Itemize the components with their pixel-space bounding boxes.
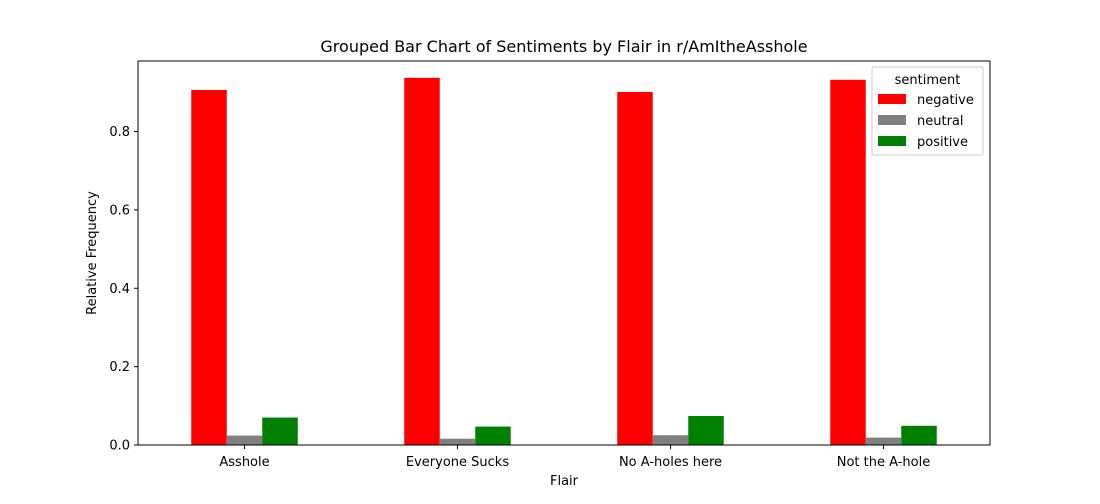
legend-box <box>871 66 984 156</box>
bar-neutral-0 <box>226 435 263 445</box>
bar-negative-0 <box>191 89 227 446</box>
x-axis-label: Flair <box>550 474 579 489</box>
legend-swatch-neutral <box>878 115 906 125</box>
bar-positive-3 <box>901 425 937 445</box>
plot-area-frame <box>137 60 991 446</box>
legend-label-positive: positive <box>917 135 968 150</box>
y-tick-label: 0.6 <box>109 203 130 218</box>
bar-positive-1 <box>475 426 511 445</box>
bar-negative-3 <box>830 79 866 445</box>
ticks-layer: Asshole Everyone Sucks No A-holes here Not … <box>109 125 930 470</box>
legend-label-negative: negative <box>917 93 974 108</box>
bar-positive-0 <box>262 417 298 445</box>
y-tick-label: 0.2 <box>109 360 130 375</box>
bar-negative-1 <box>404 77 440 446</box>
bar-neutral-2 <box>652 435 689 445</box>
legend-title: sentiment <box>895 73 961 88</box>
chart-title: Grouped Bar Chart of Sentiments by Flair… <box>320 37 807 56</box>
bar-negative-2 <box>617 91 653 445</box>
bar-positive-2 <box>688 416 724 445</box>
legend-label-neutral: neutral <box>917 114 964 129</box>
x-tick-label: Not the A-hole <box>837 455 930 470</box>
legend-swatch-negative <box>878 94 906 104</box>
legend-swatch-positive <box>878 136 906 146</box>
x-tick-label: Asshole <box>219 455 269 470</box>
legend: sentiment negative neutral positive <box>871 66 984 156</box>
y-tick-label: 0.4 <box>109 282 130 297</box>
x-tick-label: Everyone Sucks <box>406 455 509 470</box>
y-tick-label: 0.0 <box>109 439 130 454</box>
y-tick-label: 0.8 <box>109 125 130 140</box>
bars-layer <box>191 77 937 446</box>
bar-neutral-3 <box>865 437 902 445</box>
bar-neutral-1 <box>439 438 476 445</box>
x-tick-label: No A-holes here <box>619 455 722 470</box>
y-axis-label: Relative Frequency <box>85 191 100 315</box>
